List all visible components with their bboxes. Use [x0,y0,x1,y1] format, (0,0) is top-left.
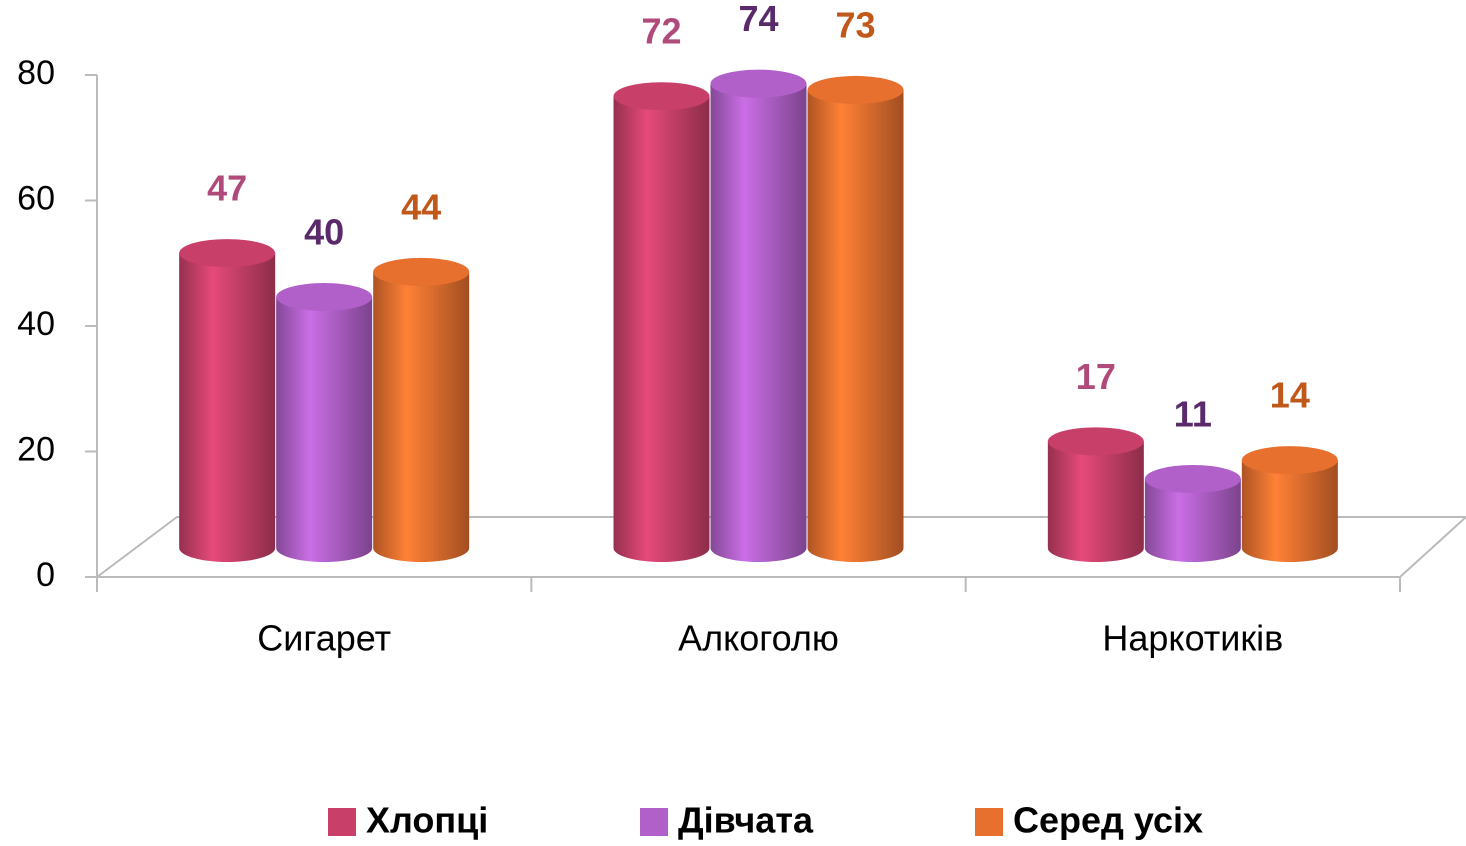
cylinder [710,83,807,563]
x-tick-label: Алкоголю [678,618,839,659]
value-label: 11 [1174,393,1212,434]
value-label: 74 [738,0,778,39]
x-tick-label: Наркотиків [1102,618,1283,659]
legend-label: Дівчата [678,800,814,841]
cylinder-top [613,82,710,111]
value-label: 44 [401,186,441,227]
cylinder-top [276,283,373,311]
cylinder [807,89,904,563]
y-tick-label: 80 [17,54,55,92]
cylinder-top [179,239,276,268]
cylinder [1144,478,1241,563]
y-tick-label: 60 [17,179,55,217]
y-tick-label: 20 [17,430,55,468]
legend-swatch [975,808,1003,836]
value-label: 47 [207,168,247,209]
value-label: 17 [1076,356,1116,397]
value-label: 40 [304,212,344,253]
cylinder-top [373,257,470,286]
cylinder-top [1144,464,1241,493]
cylinder [1241,460,1338,563]
legend-label: Серед усіх [1013,800,1203,841]
cylinder [1047,441,1144,563]
cylinder-top [807,75,904,104]
cylinder-top [710,69,807,98]
value-label: 73 [835,4,875,45]
cylinder [613,96,710,563]
y-tick-label: 40 [17,305,55,343]
x-tick-label: Сигарет [257,618,391,659]
y-tick-label: 0 [36,556,55,594]
cylinder [373,271,470,563]
cylinder [179,253,276,562]
cylinder-top [1047,427,1144,456]
legend-swatch [640,808,668,836]
cylinder [276,297,373,563]
legend-label: Хлопці [366,800,488,841]
legend-swatch [328,808,356,836]
value-label: 72 [641,11,681,52]
value-label: 14 [1270,375,1310,416]
cylinder-top [1241,446,1338,475]
